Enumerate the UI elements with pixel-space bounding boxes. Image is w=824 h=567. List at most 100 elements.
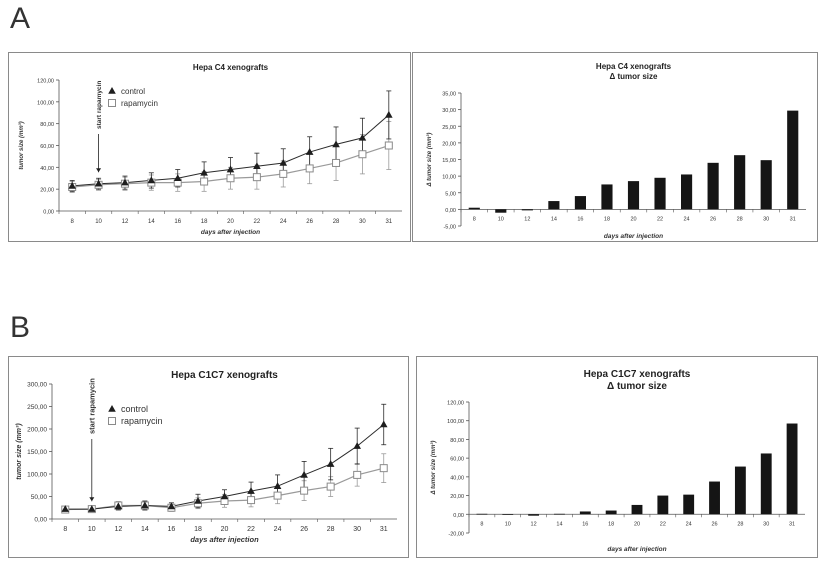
chart-a2-x-tick-label: 22 [657, 216, 663, 222]
chart-a1-x-tick-label: 14 [148, 219, 155, 225]
chart-a2-subtitle: Δ tumor size [610, 72, 659, 81]
chart-b1-point-rapamycin [273, 491, 282, 500]
chart-a1-y-tick-label: 80,00 [40, 122, 54, 128]
chart-a2-x-label: days after injection [604, 233, 663, 240]
chart-b2-x-tick-label: 24 [686, 521, 692, 527]
chart-a2-y-tick-label: 30,00 [442, 108, 456, 114]
chart-a2-y-tick-label: 25,00 [442, 125, 456, 131]
chart-a2-bar [574, 196, 586, 210]
chart-a1-x-tick-label: 24 [280, 219, 287, 225]
chart-b2-bar [786, 423, 798, 515]
chart-b2-x-tick-label: 18 [608, 521, 614, 527]
chart-b2-x-tick-label: 22 [660, 521, 666, 527]
chart-a1-point-control [200, 168, 208, 176]
chart-a1-y-tick-label: 0,00 [43, 210, 54, 216]
chart-a1-annotation-arrowhead [96, 168, 102, 173]
chart-a2-bar [601, 184, 613, 210]
chart-b2-bar [528, 514, 540, 516]
chart-b2-x-tick-label: 8 [480, 521, 483, 527]
chart-a1-legend-rapamycin: rapamycin [121, 99, 158, 108]
chart-a2-bar [521, 209, 533, 211]
chart-a1-point-control [121, 178, 129, 186]
chart-b2-y-tick-label: 60,00 [450, 457, 464, 463]
chart-a1-point-control [358, 133, 367, 141]
chart-a1-x-tick-label: 22 [254, 219, 261, 225]
chart-a1-annotation: start rapamycin [96, 81, 103, 129]
chart-a2-bar [760, 160, 772, 210]
chart-a1-point-rapamycin [332, 158, 341, 167]
chart-a2-y-tick-label: 15,00 [442, 158, 456, 164]
chart-b2-x-tick-label: 14 [556, 521, 562, 527]
chart-b1-point-rapamycin [379, 464, 388, 473]
chart-a2-bar [707, 162, 719, 210]
chart-a1-y-tick-label: 40,00 [40, 166, 54, 172]
chart-b1-y-tick-label: 100,00 [27, 472, 47, 479]
chart-a2-y-tick-label: 5,00 [445, 191, 456, 197]
chart-b2-bar [683, 494, 695, 515]
chart-a1-x-tick-label: 10 [95, 219, 102, 225]
chart-a1-point-control [253, 162, 261, 170]
chart-b1-x-tick-label: 22 [247, 526, 255, 533]
chart-b1-legend-marker-control [108, 405, 116, 412]
chart-a2-title: Hepa C4 xenografts [596, 62, 672, 71]
chart-a1-point-rapamycin [305, 164, 314, 173]
chart-b1-x-tick-label: 8 [63, 526, 67, 533]
chart-a1-x-tick-label: 31 [385, 219, 392, 225]
chart-b1-line: Hepa C1C7 xenografts 0,00 50,00 100,00 150,0… [16, 370, 397, 544]
chart-a1-point-rapamycin [384, 141, 393, 150]
chart-a2-x-tick-label: 20 [630, 216, 636, 222]
chart-a1-point-rapamycin [279, 169, 288, 178]
chart-b2-x-tick-label: 28 [737, 521, 743, 527]
chart-b1-point-control [220, 492, 229, 500]
chart-a1-title: Hepa C4 xenografts [193, 63, 269, 72]
chart-a2-x-tick-label: 30 [763, 216, 769, 222]
chart-a2-bar [654, 177, 666, 210]
chart-a1-y-tick-label: 60,00 [40, 144, 54, 150]
chart-a2-bar [548, 201, 560, 210]
chart-a2-x-tick-label: 31 [790, 216, 796, 222]
chart-a2-y-tick-label: 35,00 [442, 92, 456, 98]
chart-b2-x-tick-label: 10 [505, 521, 511, 527]
chart-b1-point-rapamycin [300, 486, 309, 495]
chart-b1-x-label: days after injection [190, 535, 259, 544]
chart-a1-y-tick-label: 100,00 [37, 100, 54, 106]
chart-b1-point-rapamycin [247, 496, 256, 505]
chart-b1-x-tick-label: 18 [194, 526, 202, 533]
chart-a1-point-control [94, 179, 103, 187]
chart-b1-point-control [247, 487, 255, 494]
chart-b1-x-tick-label: 20 [221, 526, 229, 533]
chart-a1-point-rapamycin [252, 173, 261, 182]
chart-b2-y-label: Δ tumor size (mm³) [430, 441, 437, 496]
chart-b1-annotation-arrowhead [89, 497, 95, 502]
chart-a1-x-tick-label: 20 [227, 219, 234, 225]
chart-b2-x-tick-label: 30 [763, 521, 769, 527]
chart-b2-x-tick-label: 31 [789, 521, 795, 527]
chart-b1-legend-control: control [121, 404, 148, 414]
chart-b1-point-control [273, 482, 282, 489]
chart-a2-x-tick-label: 14 [551, 216, 557, 222]
chart-b1-point-control [141, 501, 149, 509]
chart-b1-x-tick-label: 26 [300, 526, 308, 533]
chart-b1-point-control [194, 497, 202, 504]
chart-b1-x-tick-label: 28 [327, 526, 335, 533]
chart-b2-bar [760, 453, 772, 515]
chart-b1-legend-marker-rapamycin [108, 417, 116, 425]
chart-b1-y-tick-label: 150,00 [27, 449, 47, 456]
chart-frame-a1: Hepa C4 xenografts 0,00 20,00 40,00 60,00 80,… [8, 52, 411, 242]
chart-b1-x-tick-label: 24 [274, 526, 282, 533]
chart-a2-bar [468, 207, 480, 210]
chart-b1-title: Hepa C1C7 xenografts [171, 370, 278, 381]
chart-b1-x-tick-label: 12 [114, 526, 122, 533]
chart-a2-y-tick-label: -5,00 [443, 225, 456, 231]
chart-a1-point-rapamycin [358, 150, 367, 159]
chart-b2-bar [631, 504, 643, 515]
chart-frame-b2: Hepa C1C7 xenografts Δ tumor size -20,00 0,… [416, 356, 818, 558]
chart-b1-legend-rapamycin: rapamycin [121, 416, 163, 426]
chart-a1-legend-marker-rapamycin [108, 99, 116, 107]
chart-a1-x-tick-label: 30 [359, 219, 366, 225]
chart-b1-y-tick-label: 300,00 [27, 382, 47, 389]
chart-a1-point-control [147, 176, 156, 184]
chart-a2-y-label: Δ tumor size (mm³) [426, 133, 433, 188]
chart-a1-x-tick-label: 26 [306, 219, 313, 225]
